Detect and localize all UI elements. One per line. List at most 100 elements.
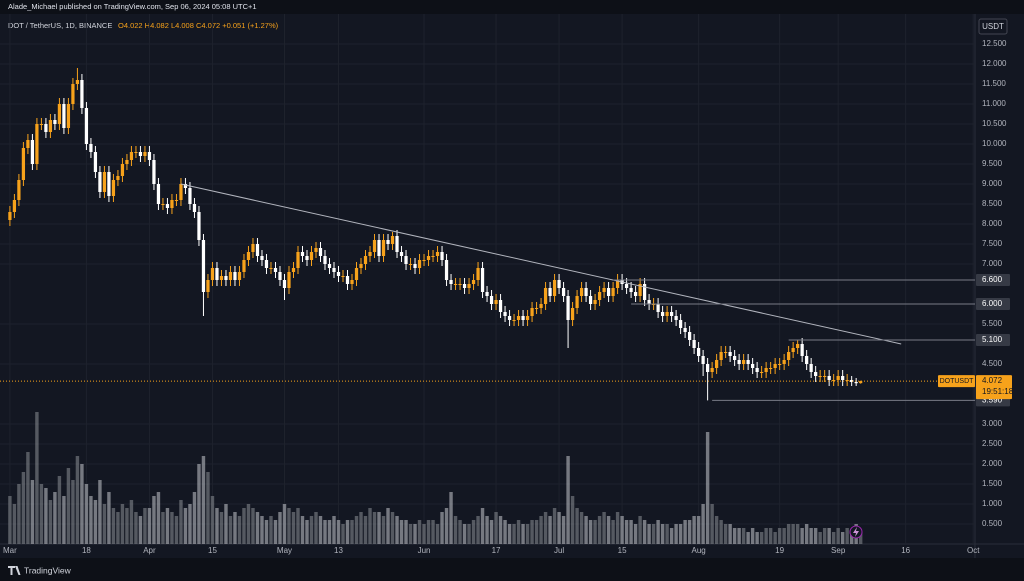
candle-body — [246, 252, 251, 260]
trendline — [180, 183, 902, 345]
candle-body — [854, 382, 858, 384]
volume-bar — [197, 464, 201, 544]
volume-bar — [35, 412, 39, 544]
candle-body — [350, 280, 354, 284]
candle-body — [845, 380, 849, 381]
candle-body — [647, 300, 651, 304]
volume-bar — [255, 512, 260, 544]
volume-bar — [170, 512, 174, 544]
candle-body — [449, 280, 453, 284]
volume-bar — [480, 508, 485, 544]
volume-bar — [620, 516, 624, 544]
volume-bar — [305, 520, 309, 544]
candle-body — [507, 316, 512, 320]
candle-body — [147, 152, 152, 160]
candle-body — [282, 280, 287, 288]
candle-body — [48, 120, 53, 132]
candle-body — [534, 308, 539, 309]
volume-bar — [327, 520, 332, 544]
candle-body — [570, 308, 575, 320]
x-tick-label: Oct — [967, 546, 980, 555]
volume-bar — [408, 524, 413, 544]
candle-body — [624, 284, 629, 288]
volume-bar — [102, 504, 107, 544]
y-tick-label: 9.000 — [982, 179, 1003, 188]
candle-body — [206, 280, 210, 292]
volume-bar — [210, 496, 215, 544]
candle-body — [602, 288, 606, 292]
volume-bar — [404, 520, 408, 544]
volume-bar — [669, 528, 674, 544]
candle-body — [710, 368, 714, 372]
candle-body — [444, 260, 449, 280]
candle-body — [471, 280, 476, 284]
volume-bar — [291, 512, 296, 544]
volume-bar — [777, 528, 782, 544]
candle-body — [138, 152, 143, 156]
volume-bar — [359, 512, 363, 544]
last-price: 4.072 — [982, 376, 1003, 385]
volume-bar — [845, 528, 849, 544]
candle-body — [183, 184, 188, 188]
volume-bar — [687, 520, 692, 544]
volume-bar — [507, 524, 512, 544]
y-tick-label: 10.000 — [982, 139, 1007, 148]
volume-bar — [165, 508, 170, 544]
candle-body — [404, 256, 408, 264]
candle-body — [111, 180, 116, 196]
candle-body — [107, 172, 111, 196]
candle-body — [332, 268, 336, 272]
volume-bar — [710, 504, 714, 544]
candle-body — [26, 140, 30, 148]
volume-bar — [660, 524, 665, 544]
candle-body — [156, 184, 161, 204]
candle-body — [116, 176, 120, 180]
x-tick-label: Jul — [554, 546, 564, 555]
candle-body — [62, 104, 66, 128]
candle-body — [309, 252, 314, 260]
volume-bar — [93, 500, 98, 544]
volume-bar — [458, 520, 462, 544]
volume-bar — [701, 504, 705, 544]
candle-body — [728, 352, 732, 356]
candle-body — [764, 368, 768, 372]
x-tick-label: Sep — [831, 546, 846, 555]
volume-bar — [453, 516, 458, 544]
candle-body — [278, 272, 282, 280]
candle-body — [201, 240, 206, 292]
y-tick-label: 7.500 — [982, 239, 1003, 248]
level-label: 3.590 — [982, 396, 1003, 405]
candle-body — [327, 264, 332, 268]
volume-bar — [179, 500, 183, 544]
volume-bar — [435, 524, 440, 544]
volume-bar — [764, 528, 768, 544]
level-label: 6.600 — [982, 275, 1003, 284]
volume-bar — [750, 528, 755, 544]
volume-bar — [534, 520, 539, 544]
volume-bar — [426, 520, 431, 544]
volume-bar — [759, 532, 764, 544]
candle-body — [237, 272, 242, 280]
volume-bar — [624, 520, 629, 544]
volume-bar — [489, 520, 494, 544]
candle-body — [120, 164, 125, 176]
candle-body — [273, 268, 278, 272]
candle-body — [588, 296, 593, 304]
candle-body — [296, 252, 300, 268]
candle-body — [341, 276, 345, 277]
candle-body — [584, 288, 588, 296]
candle-body — [561, 288, 566, 296]
unit-box[interactable] — [978, 18, 1008, 35]
volume-bar — [350, 520, 354, 544]
candle-body — [30, 140, 35, 164]
candle-body — [426, 256, 431, 260]
volume-bar — [57, 476, 62, 544]
volume-bar — [386, 508, 390, 544]
countdown: 19:51:18 — [982, 387, 1014, 396]
volume-bar — [341, 524, 345, 544]
candle-body — [197, 212, 201, 240]
volume-bar — [638, 516, 642, 544]
volume-bar — [611, 520, 615, 544]
candle-body — [859, 381, 863, 384]
candle-body — [431, 256, 435, 257]
